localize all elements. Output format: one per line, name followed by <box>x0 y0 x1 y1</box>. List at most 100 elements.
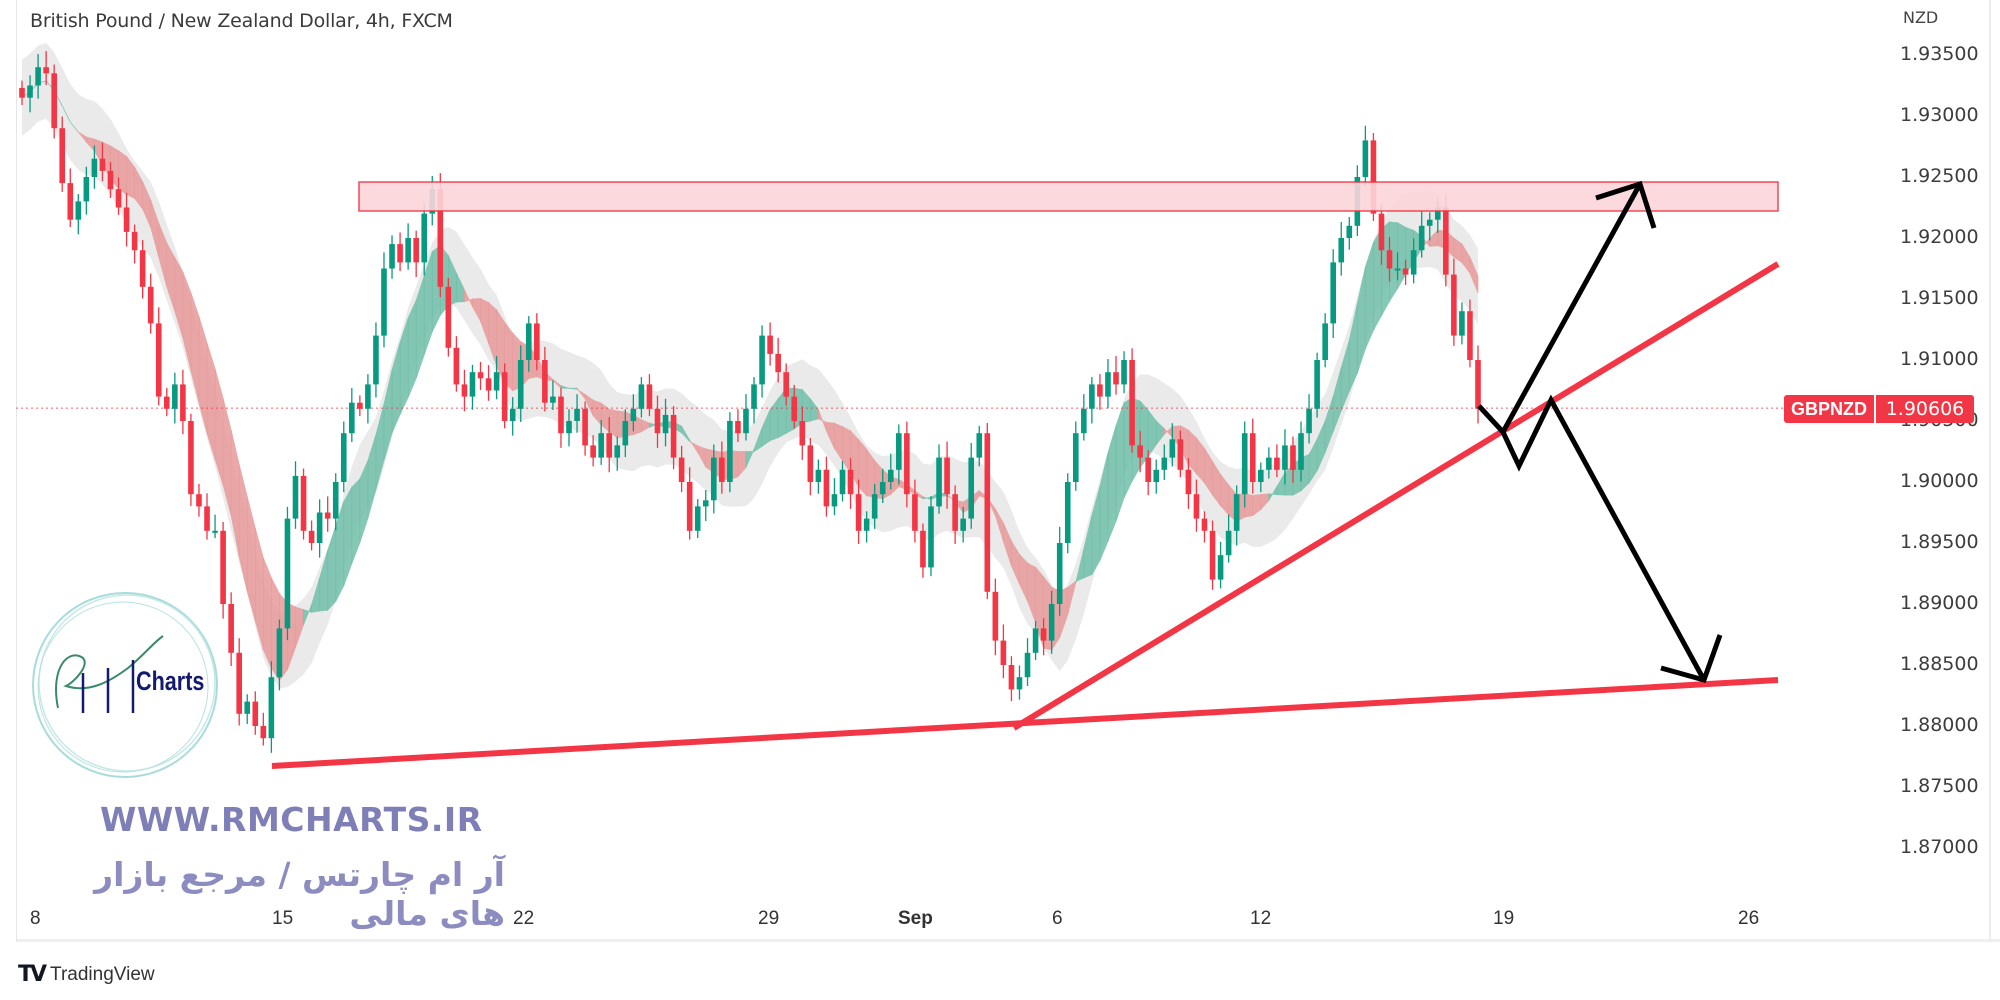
candle-body <box>1008 665 1015 690</box>
candle-body <box>622 421 629 446</box>
candle-body <box>719 457 725 482</box>
candle-body <box>163 396 170 409</box>
candle-body <box>646 384 653 409</box>
bearish-scenario-arrow <box>1477 394 1707 682</box>
price-tick: 1.88000 <box>1900 714 1979 736</box>
candle-body <box>236 652 242 714</box>
candle-body <box>847 469 854 495</box>
candle-body <box>694 506 701 531</box>
ma-ribbon-segment <box>858 438 868 497</box>
candle-body <box>340 433 347 482</box>
ma-ribbon-segment <box>118 149 127 196</box>
candle-body <box>308 530 315 543</box>
candle-body <box>517 360 524 409</box>
candle-body <box>389 244 395 269</box>
candle-body <box>51 73 57 129</box>
candle-body <box>839 469 846 495</box>
candle-body <box>1024 652 1031 678</box>
candle-body <box>542 360 548 403</box>
price-tick: 1.87500 <box>1900 775 1979 797</box>
candle-body <box>1121 360 1127 385</box>
candle-body <box>896 433 902 470</box>
candle-body <box>799 421 806 446</box>
candle-body <box>212 530 218 533</box>
candle-body <box>59 128 66 184</box>
candle-body <box>1040 628 1047 641</box>
candle-body <box>373 335 379 385</box>
tradingview-logo[interactable]: TV TradingView <box>18 962 155 987</box>
price-tick: 1.93500 <box>1900 43 1979 65</box>
ma-ribbon-segment <box>327 526 337 612</box>
candle-body <box>678 457 685 482</box>
candle-body <box>1177 439 1184 470</box>
ma-ribbon-segment <box>246 496 256 621</box>
last-price-badge: 1.90606 <box>1876 395 1974 423</box>
candle-body <box>180 384 186 421</box>
candle-body <box>598 433 604 458</box>
candle-body <box>952 494 958 531</box>
candle-body <box>332 482 339 519</box>
candle-body <box>1258 469 1264 482</box>
candle-body <box>702 500 709 507</box>
down-arrowhead-icon <box>1660 634 1723 684</box>
candle-body <box>791 396 798 421</box>
candle-body <box>1161 457 1168 470</box>
ma-envelope <box>22 42 1478 689</box>
up-arrowhead-icon <box>1595 180 1657 229</box>
candle-body <box>147 286 154 324</box>
watermark-persian-text: آر ام چارتس / مرجع بازار های مالی <box>94 855 505 933</box>
candle-body <box>1145 457 1151 482</box>
candle-body <box>1459 311 1465 336</box>
candle-body <box>1322 323 1328 360</box>
candle-body <box>413 238 419 263</box>
ma-ribbon-segment <box>1469 257 1479 294</box>
candle-body <box>244 701 251 714</box>
candle-body <box>115 189 122 208</box>
candle-body <box>1137 445 1143 458</box>
candle-body <box>879 482 886 495</box>
candle-body <box>188 421 194 495</box>
candle-body <box>630 408 637 421</box>
candle-body <box>43 67 49 74</box>
price-tick: 1.93000 <box>1900 104 1979 126</box>
ma-ribbon-segment <box>198 316 208 434</box>
candle-body <box>1241 433 1248 495</box>
time-tick: 22 <box>513 908 535 929</box>
candle-body <box>381 268 387 336</box>
candle-body <box>590 445 596 458</box>
time-tick: 26 <box>1738 908 1760 929</box>
time-tick: 12 <box>1250 908 1272 929</box>
candle-body <box>349 402 355 434</box>
price-tick: 1.91500 <box>1900 287 1979 309</box>
candle-body <box>27 85 33 98</box>
candle-body <box>1153 469 1160 482</box>
candle-body <box>316 512 323 543</box>
candle-body <box>1475 360 1481 409</box>
candle-body <box>654 408 661 434</box>
candle-body <box>727 421 733 482</box>
candle-body <box>469 372 476 397</box>
candle-body <box>960 518 966 531</box>
candle-body <box>735 421 741 434</box>
candle-body <box>1443 207 1449 275</box>
candle-body <box>815 469 822 482</box>
candle-body <box>1169 439 1176 458</box>
candle-body <box>1081 408 1087 434</box>
price-tick: 1.91000 <box>1900 348 1979 370</box>
candle-body <box>807 445 814 482</box>
candle-body <box>1386 250 1393 269</box>
candle-body <box>1330 262 1337 324</box>
candle-body <box>743 408 749 434</box>
candle-body <box>493 372 500 391</box>
candle-body <box>831 494 838 507</box>
candle-body <box>1346 225 1353 238</box>
candle-body <box>1064 482 1071 543</box>
candle-body <box>268 677 275 739</box>
price-tick: 1.92000 <box>1900 226 1979 248</box>
candle-body <box>276 628 283 678</box>
time-tick: 6 <box>1052 908 1063 929</box>
ma-ribbon-segment <box>254 528 264 650</box>
candle-body <box>823 469 830 507</box>
candle-body <box>172 384 178 409</box>
